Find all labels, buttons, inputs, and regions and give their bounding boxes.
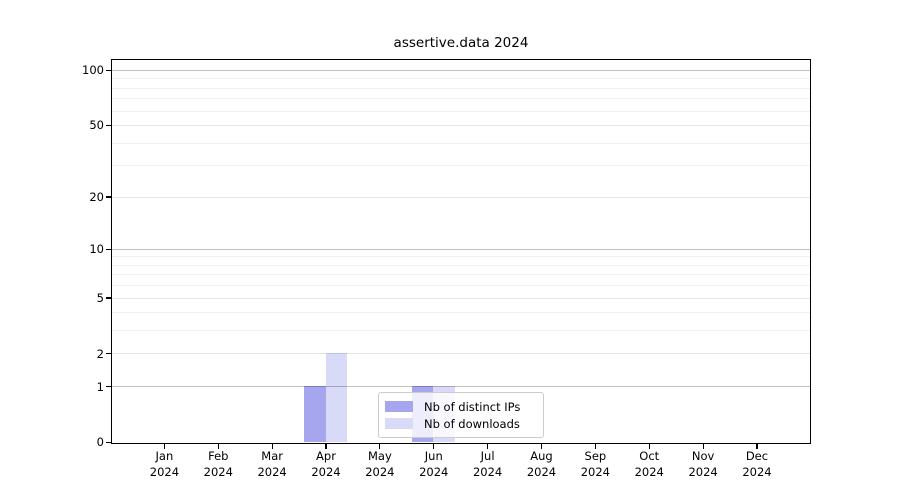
x-tick-label-aug: Aug 2024 — [511, 449, 571, 480]
x-tick-label-nov: Nov 2024 — [673, 449, 733, 480]
plot-area — [111, 59, 811, 444]
gridline-y-70 — [112, 98, 810, 100]
gridline-y-8 — [112, 264, 810, 266]
x-tick-month: May — [367, 449, 392, 463]
gridline-y-9 — [112, 256, 810, 258]
x-tick-mark-mar — [271, 444, 273, 449]
x-tick-year: 2024 — [688, 464, 718, 479]
gridline-y-4 — [112, 312, 810, 314]
legend-label-downloads: Nb of downloads — [424, 416, 520, 431]
x-tick-mark-jun — [433, 444, 435, 449]
x-tick-month: Oct — [639, 449, 660, 463]
x-tick-mark-aug — [540, 444, 543, 449]
x-tick-year: 2024 — [419, 464, 449, 479]
gridline-y-80 — [112, 87, 810, 89]
legend-label-distinct-ips: Nb of distinct IPs — [424, 399, 521, 414]
x-tick-month: Jan — [155, 449, 174, 463]
gridline-y-5 — [112, 297, 810, 299]
legend-swatch-downloads — [385, 418, 413, 429]
x-tick-year: 2024 — [472, 464, 503, 479]
x-tick-label-may: May 2024 — [350, 449, 410, 480]
x-tick-mark-may — [379, 444, 381, 449]
x-tick-year: 2024 — [365, 464, 395, 479]
y-tick-mark-0 — [105, 441, 111, 443]
legend-item-distinct-ips: Nb of distinct IPs — [385, 399, 535, 415]
x-tick-label-feb: Feb 2024 — [188, 449, 248, 480]
y-tick-mark-1 — [105, 385, 111, 388]
x-tick-label-jun: Jun 2024 — [404, 449, 464, 480]
x-tick-mark-sep — [594, 444, 596, 449]
legend-swatch-distinct-ips — [385, 401, 413, 412]
x-tick-month: Nov — [691, 449, 715, 463]
x-tick-mark-oct — [648, 444, 650, 449]
x-tick-year: 2024 — [311, 464, 341, 479]
y-tick-label-2: 2 — [96, 346, 104, 361]
gridline-y-6 — [112, 285, 810, 287]
y-tick-label-1: 1 — [96, 379, 104, 394]
gridline-y-50 — [112, 125, 810, 127]
x-tick-mark-jul — [487, 444, 489, 449]
y-tick-label-10: 10 — [89, 242, 104, 257]
x-tick-month: Dec — [745, 449, 769, 463]
x-tick-mark-dec — [756, 444, 758, 449]
x-tick-year: 2024 — [526, 464, 557, 479]
y-tick-label-0: 0 — [96, 435, 104, 450]
y-tick-label-20: 20 — [89, 189, 104, 204]
x-tick-month: Mar — [261, 449, 283, 463]
gridline-y-10 — [112, 248, 810, 250]
gridline-y-40 — [112, 142, 810, 144]
gridline-y-90 — [112, 78, 810, 80]
y-tick-mark-50 — [105, 124, 111, 127]
x-tick-month: Jun — [424, 449, 443, 463]
legend: Nb of distinct IPs Nb of downloads — [378, 392, 544, 438]
y-tick-label-100: 100 — [82, 63, 104, 78]
x-tick-year: 2024 — [580, 464, 610, 479]
x-tick-year: 2024 — [257, 464, 287, 479]
legend-item-downloads: Nb of downloads — [385, 416, 535, 432]
x-tick-month: Apr — [316, 449, 336, 463]
gridline-y-1 — [112, 386, 810, 388]
x-tick-mark-nov — [702, 444, 704, 449]
x-tick-month: Jul — [480, 449, 495, 463]
x-tick-label-mar: Mar 2024 — [242, 449, 302, 480]
gridline-y-30 — [112, 165, 810, 167]
x-tick-year: 2024 — [203, 464, 233, 479]
y-tick-label-5: 5 — [96, 290, 104, 305]
x-tick-month: Aug — [530, 449, 553, 463]
x-tick-year: 2024 — [634, 464, 664, 479]
gridline-y-60 — [112, 110, 810, 112]
y-tick-mark-5 — [105, 297, 111, 299]
x-tick-month: Sep — [584, 449, 607, 463]
y-tick-label-50: 50 — [89, 118, 104, 133]
x-tick-year: 2024 — [742, 464, 772, 479]
y-tick-mark-2 — [105, 353, 111, 355]
gridline-y-3 — [112, 330, 810, 332]
gridline-y-20 — [112, 196, 810, 198]
gridline-y-7 — [112, 274, 810, 276]
x-tick-label-jul: Jul 2024 — [458, 449, 518, 480]
y-tick-mark-100 — [105, 69, 111, 71]
x-tick-label-jan: Jan 2024 — [134, 449, 194, 480]
chart-title: assertive.data 2024 — [393, 35, 529, 51]
x-tick-label-oct: Oct 2024 — [619, 449, 679, 480]
bar-nb-of-distinct-ips-apr — [303, 386, 326, 442]
gridline-y-100 — [112, 70, 810, 71]
x-tick-mark-jan — [163, 444, 165, 449]
x-tick-year: 2024 — [149, 464, 180, 479]
x-tick-mark-apr — [325, 444, 327, 449]
y-tick-mark-10 — [105, 248, 111, 250]
bar-nb-of-downloads-apr — [325, 353, 348, 442]
y-tick-mark-20 — [105, 196, 111, 198]
x-tick-mark-feb — [217, 444, 219, 449]
x-tick-month: Feb — [208, 449, 229, 463]
x-tick-label-dec: Dec 2024 — [727, 449, 787, 480]
gridline-y-2 — [112, 353, 810, 355]
x-tick-label-apr: Apr 2024 — [296, 449, 356, 480]
x-tick-label-sep: Sep 2024 — [565, 449, 625, 480]
